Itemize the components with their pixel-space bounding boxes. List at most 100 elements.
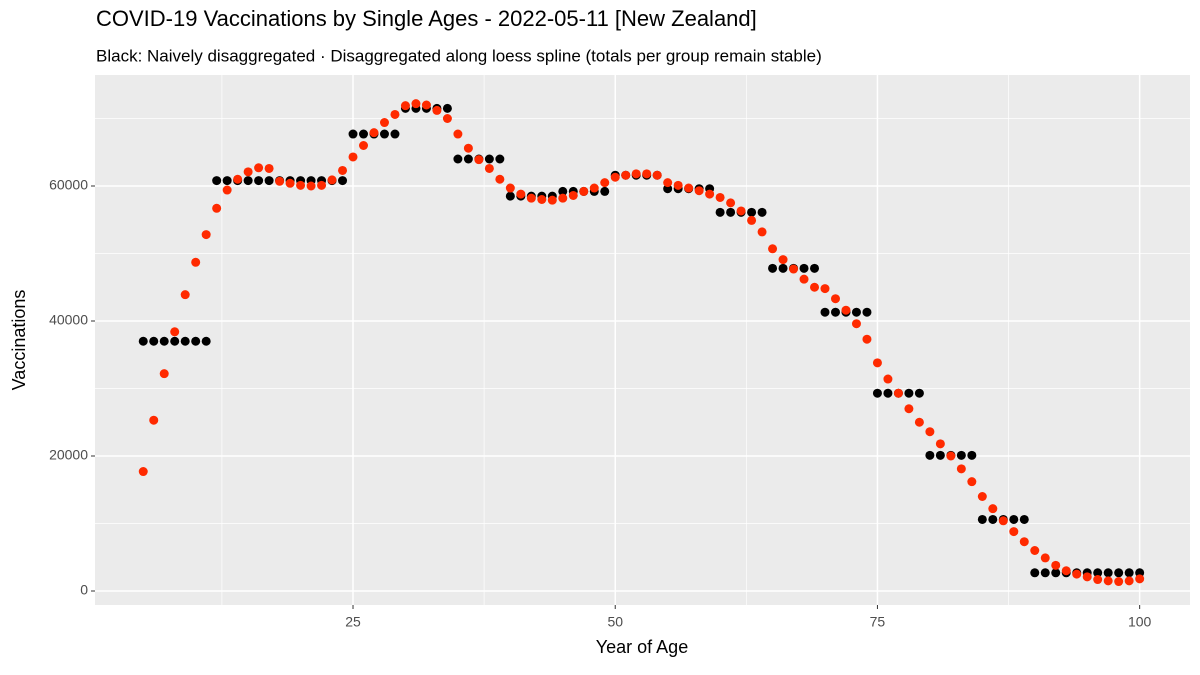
point <box>495 154 505 164</box>
point <box>904 388 914 398</box>
point <box>757 227 767 237</box>
point <box>589 183 599 193</box>
point <box>484 154 494 164</box>
point <box>1051 560 1061 570</box>
point <box>830 307 840 317</box>
point <box>862 307 872 317</box>
point <box>998 516 1008 526</box>
point <box>610 172 620 182</box>
point <box>893 388 903 398</box>
point <box>180 336 190 346</box>
point <box>254 176 264 186</box>
point <box>600 178 610 188</box>
point <box>1124 576 1134 586</box>
point <box>275 176 285 186</box>
point <box>1040 568 1050 578</box>
point <box>883 374 893 384</box>
point <box>516 189 526 199</box>
point <box>810 263 820 273</box>
point <box>212 203 222 213</box>
point <box>715 192 725 202</box>
point <box>505 191 515 201</box>
point <box>883 388 893 398</box>
point <box>421 100 431 110</box>
point <box>138 467 148 477</box>
point <box>285 178 295 188</box>
point <box>935 439 945 449</box>
point <box>684 183 694 193</box>
point <box>872 358 882 368</box>
point <box>663 178 673 188</box>
point <box>1103 568 1113 578</box>
x-axis-title: Year of Age <box>596 637 688 657</box>
point <box>390 129 400 139</box>
point <box>1135 574 1145 584</box>
point <box>1019 537 1029 547</box>
point <box>306 181 316 191</box>
point <box>830 294 840 304</box>
point <box>359 129 369 139</box>
point <box>820 284 830 294</box>
point <box>726 207 736 217</box>
point <box>768 263 778 273</box>
point <box>956 464 966 474</box>
point <box>1051 568 1061 578</box>
point <box>757 207 767 217</box>
point <box>201 230 211 240</box>
point <box>988 504 998 514</box>
point <box>201 336 211 346</box>
point <box>537 194 547 204</box>
point <box>453 154 463 164</box>
point <box>914 388 924 398</box>
point <box>568 190 578 200</box>
point <box>222 176 232 186</box>
point <box>495 174 505 184</box>
point <box>484 163 494 173</box>
point <box>159 369 169 379</box>
point <box>338 176 348 186</box>
point <box>1103 576 1113 586</box>
panel <box>95 75 1190 605</box>
point <box>149 415 159 425</box>
point <box>170 327 180 337</box>
y-axis-title: Vaccinations <box>9 290 29 391</box>
point <box>726 198 736 208</box>
point <box>1114 568 1124 578</box>
point <box>988 514 998 524</box>
point <box>547 195 557 205</box>
grid <box>95 75 1190 605</box>
point <box>652 170 662 180</box>
point <box>296 180 306 190</box>
x-tick-label: 50 <box>607 614 623 630</box>
point <box>170 336 180 346</box>
point <box>243 167 253 177</box>
point <box>1061 566 1071 576</box>
point <box>463 154 473 164</box>
chart-title: COVID-19 Vaccinations by Single Ages - 2… <box>96 6 757 31</box>
point <box>243 176 253 186</box>
point <box>789 264 799 274</box>
point <box>841 305 851 315</box>
point <box>977 491 987 501</box>
point <box>191 257 201 267</box>
point <box>369 128 379 138</box>
point <box>914 417 924 427</box>
point <box>432 105 442 115</box>
y-tick-label: 20000 <box>49 447 88 463</box>
y-tick-label: 40000 <box>49 312 88 328</box>
point <box>935 450 945 460</box>
point <box>463 143 473 153</box>
point <box>747 207 757 217</box>
point <box>820 307 830 317</box>
point <box>1019 514 1029 524</box>
point <box>1124 568 1134 578</box>
point <box>851 319 861 329</box>
x-tick-label: 100 <box>1128 614 1152 630</box>
point <box>379 118 389 128</box>
point <box>1030 568 1040 578</box>
point <box>327 175 337 185</box>
point <box>348 129 358 139</box>
point <box>1009 527 1019 537</box>
point <box>474 155 484 165</box>
